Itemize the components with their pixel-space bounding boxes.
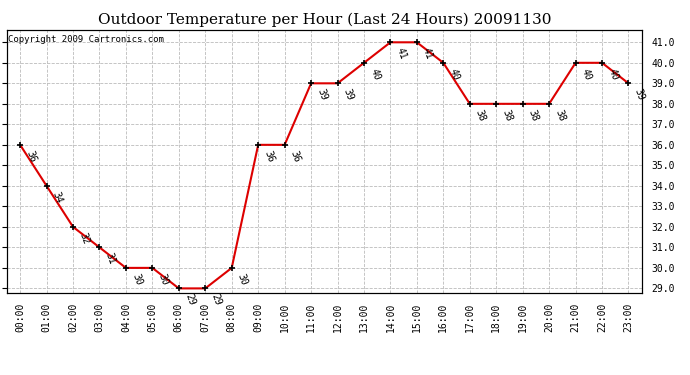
Text: 38: 38	[474, 108, 487, 123]
Text: Copyright 2009 Cartronics.com: Copyright 2009 Cartronics.com	[8, 35, 164, 44]
Text: 29: 29	[183, 292, 197, 307]
Text: 32: 32	[77, 231, 90, 246]
Text: 34: 34	[51, 190, 64, 204]
Text: 40: 40	[580, 67, 593, 81]
Text: 36: 36	[262, 149, 276, 164]
Text: 41: 41	[421, 46, 435, 61]
Text: 38: 38	[553, 108, 566, 123]
Text: 30: 30	[130, 272, 144, 286]
Text: 31: 31	[104, 252, 117, 266]
Text: 41: 41	[395, 46, 408, 61]
Text: 38: 38	[500, 108, 514, 123]
Text: 29: 29	[210, 292, 223, 307]
Text: 30: 30	[236, 272, 249, 286]
Text: 36: 36	[24, 149, 38, 164]
Text: 39: 39	[342, 87, 355, 102]
Title: Outdoor Temperature per Hour (Last 24 Hours) 20091130: Outdoor Temperature per Hour (Last 24 Ho…	[97, 13, 551, 27]
Text: 39: 39	[633, 87, 646, 102]
Text: 36: 36	[289, 149, 302, 164]
Text: 30: 30	[157, 272, 170, 286]
Text: 40: 40	[368, 67, 382, 81]
Text: 38: 38	[527, 108, 540, 123]
Text: 40: 40	[448, 67, 461, 81]
Text: 39: 39	[315, 87, 328, 102]
Text: 40: 40	[607, 67, 620, 81]
